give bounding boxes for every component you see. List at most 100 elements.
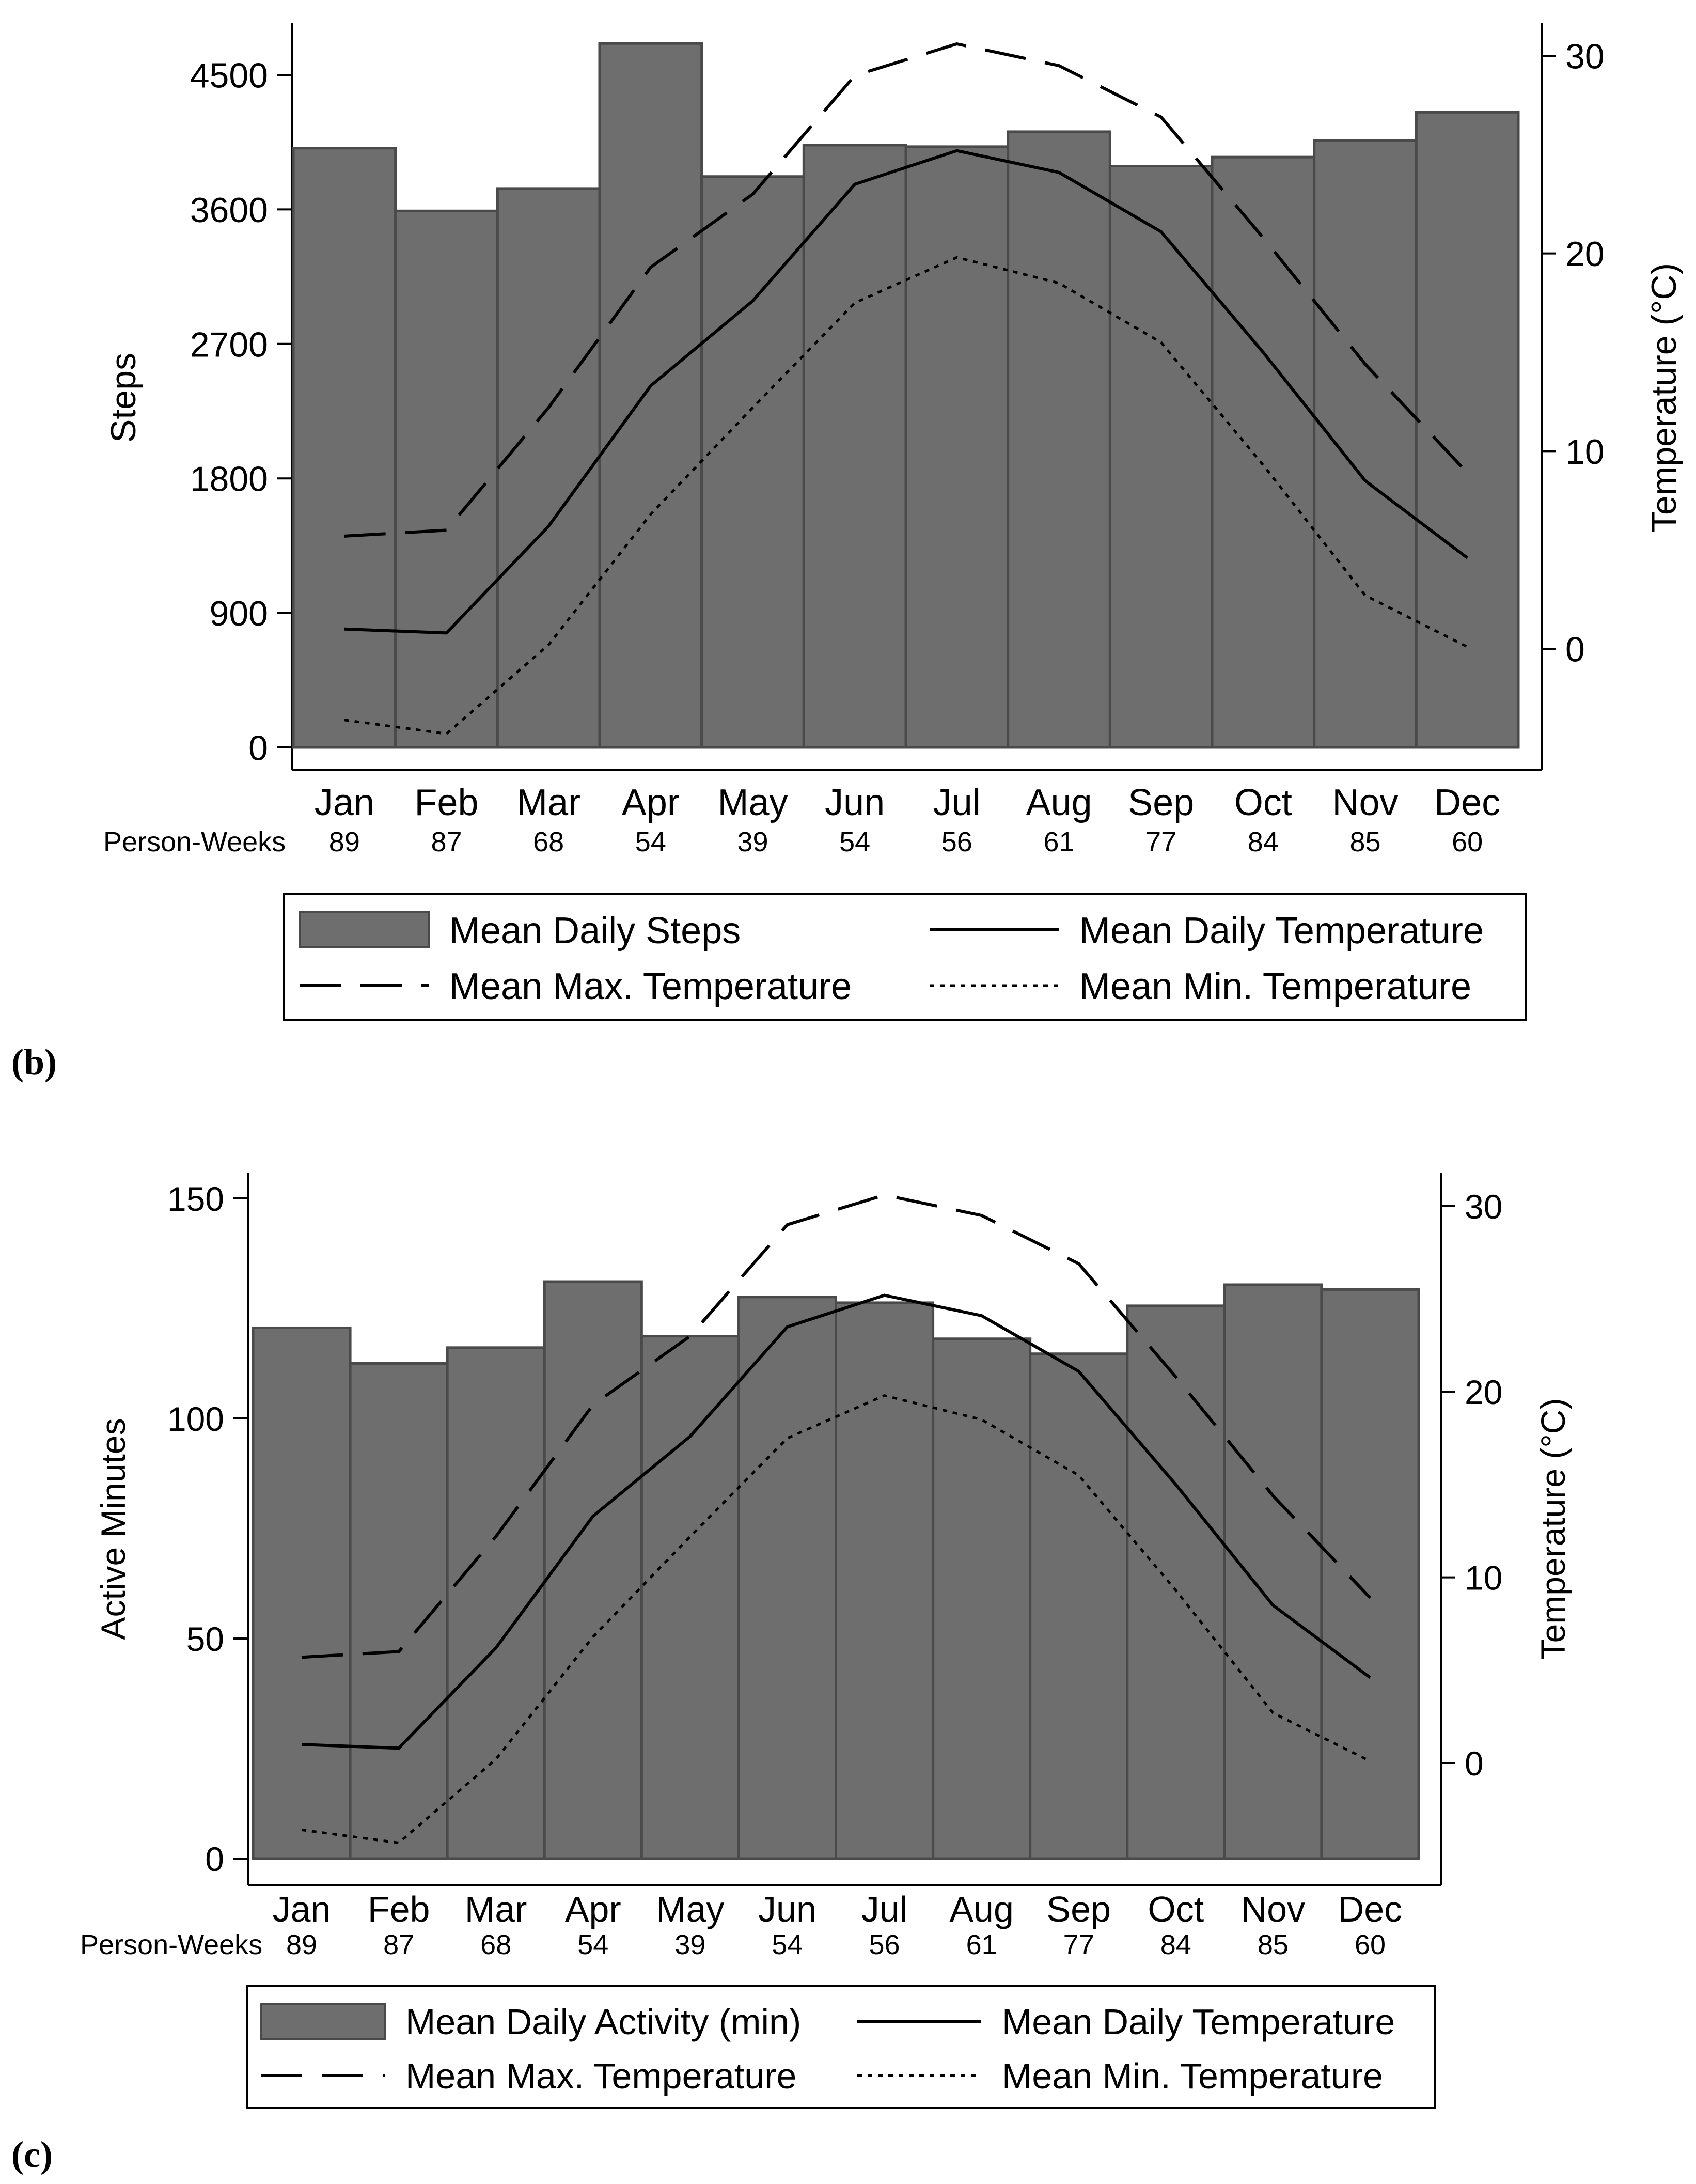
panel-letter: b [24, 1041, 44, 1083]
person-weeks-value: 77 [1063, 1929, 1094, 1960]
person-weeks-value: 61 [966, 1929, 997, 1960]
right-tick-label: 30 [1465, 1188, 1502, 1226]
person-weeks-value: 61 [1043, 826, 1074, 857]
right-tick-label: 0 [1465, 1744, 1484, 1783]
left-axis-title: Steps [104, 353, 143, 443]
bar-jan [292, 147, 397, 749]
month-label-jan: Jan [273, 1889, 331, 1929]
legend-label: Mean Max. Temperature [449, 966, 852, 1007]
month-label-may: May [656, 1889, 724, 1929]
person-weeks-value: 54 [577, 1929, 608, 1960]
person-weeks-value: 89 [286, 1929, 317, 1960]
legend-box [283, 893, 1527, 1021]
person-weeks-value: 89 [329, 826, 360, 857]
left-tick-label: 1800 [190, 460, 268, 499]
month-label-feb: Feb [414, 782, 478, 823]
series-line-solid [301, 1293, 1371, 1750]
left-tick-label: 150 [167, 1180, 224, 1218]
legend-label: Mean Min. Temperature [1079, 966, 1471, 1007]
legend-swatch-bar [299, 911, 430, 948]
bar-sep [1108, 164, 1214, 749]
month-label-sep: Sep [1046, 1889, 1111, 1929]
bar-sep [1029, 1352, 1129, 1860]
person-weeks-value: 39 [674, 1929, 705, 1960]
series-line-solid [344, 149, 1469, 635]
bar-aug [932, 1337, 1032, 1860]
month-label-jun: Jun [758, 1889, 816, 1929]
series-line-dotted [344, 256, 1468, 735]
month-label-dec: Dec [1434, 782, 1500, 823]
left-tick-label: 0 [248, 728, 268, 768]
person-weeks-value: 39 [737, 826, 768, 857]
person-weeks-value: 68 [533, 826, 564, 857]
bar-jun [802, 144, 907, 749]
bar-jan [252, 1326, 352, 1860]
month-label-mar: Mar [516, 782, 580, 823]
panel-letter: c [24, 2134, 40, 2175]
person-weeks-value: 84 [1160, 1929, 1191, 1960]
right-tick-label: 0 [1565, 630, 1585, 669]
bar-may [640, 1335, 740, 1860]
person-weeks-title: Person-Weeks [80, 1929, 262, 1960]
person-weeks-value: 60 [1452, 826, 1483, 857]
person-weeks-value: 84 [1248, 826, 1279, 857]
left-axis-title: Active Minutes [94, 1418, 132, 1640]
legend: Mean Daily Activity (min) Mean Daily Temp… [246, 1985, 1436, 2109]
left-tick-label: 100 [167, 1400, 224, 1438]
series-line-dotted [301, 1394, 1371, 1844]
bar-may [700, 175, 805, 749]
month-label-aug: Aug [949, 1889, 1014, 1929]
bar-nov [1313, 139, 1418, 749]
month-label-jul: Jul [861, 1889, 907, 1929]
panel-label: (b) [11, 1041, 57, 1083]
bar-jul [835, 1301, 935, 1860]
month-label-may: May [717, 782, 788, 823]
person-weeks-value: 54 [772, 1929, 803, 1960]
month-label-nov: Nov [1332, 782, 1398, 823]
left-tick-label: 900 [210, 594, 268, 633]
left-tick-label: 2700 [190, 325, 268, 364]
month-label-nov: Nov [1241, 1889, 1305, 1929]
person-weeks-value: 85 [1258, 1929, 1289, 1960]
legend-label: Mean Daily Steps [449, 910, 741, 951]
right-tick-label: 20 [1465, 1373, 1502, 1411]
right-tick-label: 30 [1565, 37, 1605, 76]
left-tick-label: 0 [205, 1840, 224, 1878]
person-weeks-value: 85 [1349, 826, 1380, 857]
right-axis-title: Temperature (°C) [1644, 263, 1684, 533]
bar-oct [1211, 155, 1316, 749]
bar-dec [1415, 111, 1520, 749]
person-weeks-value: 77 [1145, 826, 1176, 857]
legend-label: Mean Min. Temperature [1002, 2056, 1383, 2096]
person-weeks-value: 54 [839, 826, 870, 857]
month-label-jun: Jun [825, 782, 885, 823]
bar-apr [543, 1280, 643, 1860]
right-tick-label: 10 [1565, 432, 1605, 472]
chart-panel-b: 0 900 1800 2700 3600 4500 0 10 20 30 Steps Temperat… [11, 23, 1684, 1083]
bar-feb [349, 1362, 449, 1860]
right-tick-label: 20 [1565, 235, 1605, 274]
month-label-jul: Jul [933, 782, 981, 823]
bar-mar [496, 187, 601, 749]
bar-aug [1007, 130, 1111, 749]
month-label-jan: Jan [315, 782, 374, 823]
month-label-oct: Oct [1148, 1889, 1204, 1929]
legend-label: Mean Daily Temperature [1079, 910, 1484, 951]
legend-label: Mean Daily Temperature [1002, 2002, 1395, 2042]
series-line-dashed [344, 42, 1469, 538]
person-weeks-value: 60 [1355, 1929, 1386, 1960]
right-axis-title: Temperature (°C) [1534, 1398, 1572, 1660]
bar-dec [1320, 1288, 1420, 1860]
bar-jul [904, 145, 1010, 749]
left-tick-label: 3600 [190, 191, 268, 230]
person-weeks-value: 87 [431, 826, 462, 857]
month-label-feb: Feb [368, 1889, 430, 1929]
left-tick-label: 4500 [190, 56, 268, 95]
person-weeks-title: Person-Weeks [103, 826, 286, 857]
legend-box [246, 1985, 1436, 2109]
right-tick-label: 10 [1465, 1558, 1502, 1597]
person-weeks-value: 54 [635, 826, 666, 857]
legend-label: Mean Daily Activity (min) [405, 2002, 801, 2042]
month-label-dec: Dec [1338, 1889, 1402, 1929]
